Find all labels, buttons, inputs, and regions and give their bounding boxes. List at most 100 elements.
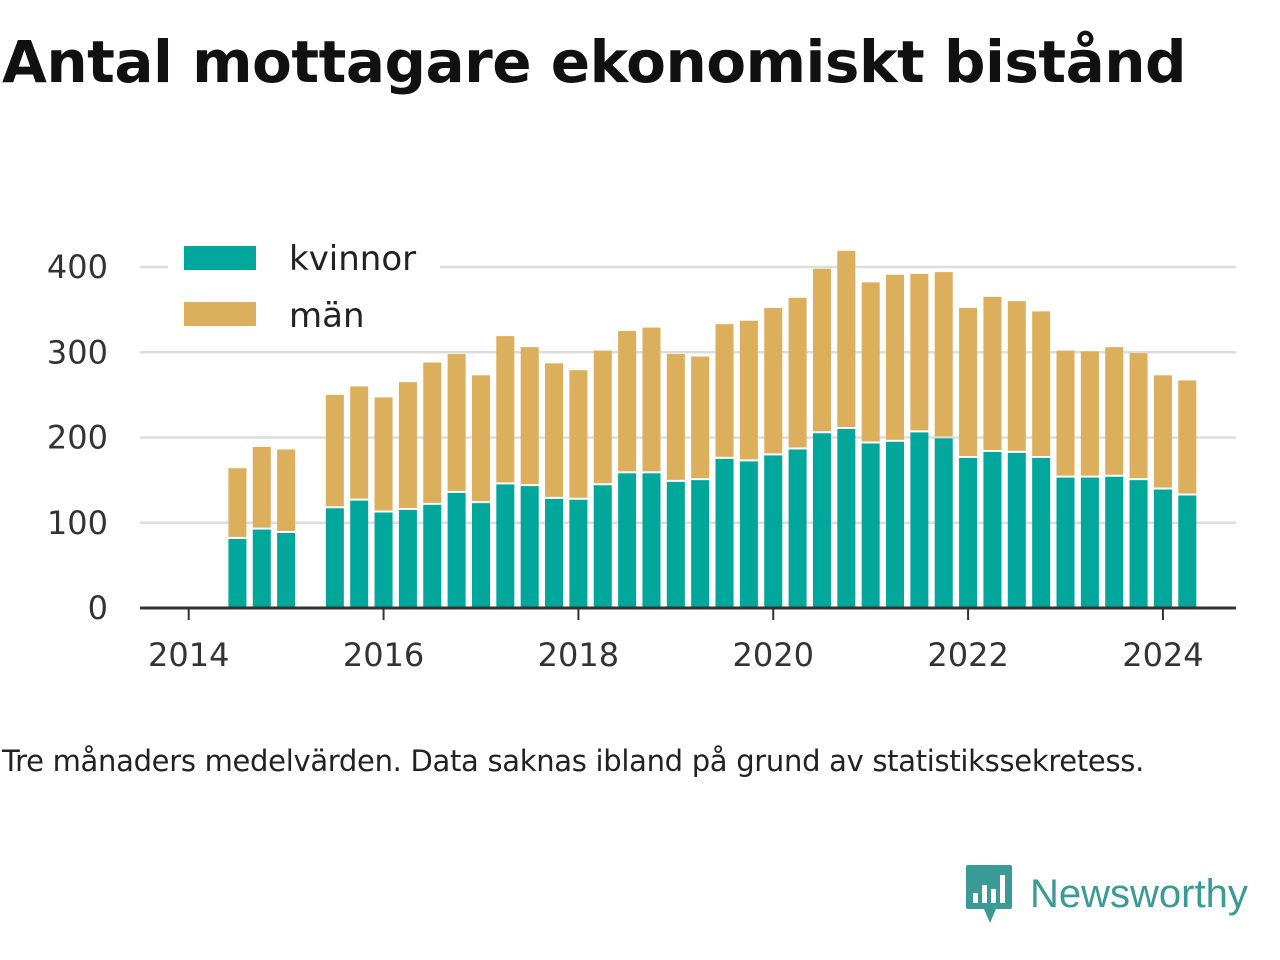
newsworthy-logo[interactable]: Newsworthy — [964, 862, 1248, 926]
x-tick-label: 2018 — [538, 636, 619, 674]
bar-man — [1007, 301, 1026, 451]
bar-man — [666, 353, 685, 480]
x-axis-ticks: 2014 2016 2018 2020 2022 2024 — [148, 608, 1204, 674]
bar-kvinnor — [812, 433, 831, 608]
y-tick-label: 300 — [47, 333, 108, 371]
bar-man — [934, 272, 953, 437]
x-tick-label: 2024 — [1122, 636, 1203, 674]
x-tick-label: 2016 — [343, 636, 424, 674]
bar-man — [812, 268, 831, 432]
bar-kvinnor — [1032, 457, 1051, 608]
bar-kvinnor — [910, 432, 929, 608]
x-tick-label: 2020 — [733, 636, 814, 674]
legend-label-man: män — [289, 296, 365, 336]
bar-man — [423, 362, 442, 503]
chart-title: Antal mottagare ekonomiskt bistånd — [2, 28, 1187, 96]
bar-man — [861, 282, 880, 442]
bar-man — [277, 449, 296, 531]
bar-kvinnor — [496, 484, 515, 608]
y-tick-label: 0 — [88, 589, 108, 627]
bar-man — [1080, 351, 1099, 476]
bar-man — [447, 353, 466, 491]
bar-kvinnor — [447, 492, 466, 608]
bar-kvinnor — [1007, 452, 1026, 608]
bar-kvinnor — [1178, 495, 1197, 608]
bar-man — [1105, 347, 1124, 475]
bar-kvinnor — [861, 443, 880, 608]
bar-kvinnor — [398, 509, 417, 608]
bar-kvinnor — [1153, 489, 1172, 608]
y-tick-label: 200 — [47, 419, 108, 457]
bar-kvinnor — [325, 508, 344, 608]
bar-kvinnor — [423, 504, 442, 608]
bar-man — [398, 382, 417, 508]
bar-man — [593, 350, 612, 484]
bar-man — [910, 273, 929, 431]
bar-kvinnor — [350, 500, 369, 608]
bar-kvinnor — [959, 457, 978, 608]
stacked-bar-chart: 0 100 200 300 400 2014 2016 2018 2020 2022 2024 k… — [46, 228, 1236, 674]
bar-kvinnor — [520, 486, 539, 608]
legend-swatch-kvinnor — [184, 246, 256, 270]
bar-kvinnor — [569, 499, 588, 608]
bars — [228, 250, 1197, 608]
bar-kvinnor — [886, 441, 905, 608]
bar-man — [788, 297, 807, 448]
newsworthy-chart-bubble-icon — [966, 865, 1012, 923]
bar-man — [545, 363, 564, 497]
bar-kvinnor — [374, 512, 393, 608]
bar-man — [983, 296, 1002, 451]
bar-kvinnor — [764, 455, 783, 608]
bar-man — [715, 324, 734, 457]
bar-man — [1153, 375, 1172, 488]
bar-kvinnor — [252, 529, 271, 608]
bar-man — [642, 327, 661, 472]
bar-kvinnor — [788, 449, 807, 608]
legend-swatch-man — [184, 302, 256, 326]
bar-man — [350, 386, 369, 499]
bar-man — [886, 274, 905, 440]
bar-man — [569, 370, 588, 498]
bar-kvinnor — [228, 538, 247, 608]
bar-man — [618, 330, 637, 472]
bar-man — [739, 320, 758, 460]
bar-kvinnor — [1056, 477, 1075, 608]
bar-kvinnor — [618, 473, 637, 608]
bar-man — [959, 307, 978, 456]
bar-man — [691, 356, 710, 479]
bar-man — [837, 250, 856, 427]
bar-kvinnor — [983, 452, 1002, 608]
bar-man — [228, 468, 247, 537]
bar-kvinnor — [642, 473, 661, 608]
bar-man — [1056, 350, 1075, 476]
y-axis-ticks: 0 100 200 300 400 — [47, 248, 108, 627]
bar-kvinnor — [837, 429, 856, 608]
bar-kvinnor — [545, 498, 564, 608]
x-tick-label: 2014 — [148, 636, 229, 674]
bar-kvinnor — [1105, 476, 1124, 608]
bar-kvinnor — [739, 461, 758, 608]
bar-man — [764, 307, 783, 454]
bar-man — [1178, 380, 1197, 494]
y-tick-label: 400 — [47, 248, 108, 286]
bar-kvinnor — [471, 503, 490, 608]
x-tick-label: 2022 — [927, 636, 1008, 674]
legend-label-kvinnor: kvinnor — [289, 239, 416, 279]
bar-man — [520, 347, 539, 485]
footnote: Tre månaders medelvärden. Data saknas ib… — [2, 744, 1144, 778]
bar-kvinnor — [691, 480, 710, 608]
bar-kvinnor — [715, 458, 734, 608]
logo-text: Newsworthy — [1030, 871, 1248, 916]
y-tick-label: 100 — [47, 504, 108, 542]
bar-man — [496, 336, 515, 483]
bar-kvinnor — [1080, 477, 1099, 608]
bar-kvinnor — [277, 532, 296, 608]
bar-man — [1129, 353, 1148, 479]
bar-kvinnor — [1129, 480, 1148, 608]
bar-kvinnor — [934, 438, 953, 608]
bar-man — [252, 446, 271, 528]
bar-man — [471, 375, 490, 502]
legend: kvinnor män — [168, 228, 440, 342]
bar-kvinnor — [593, 485, 612, 608]
bar-man — [1032, 311, 1051, 456]
